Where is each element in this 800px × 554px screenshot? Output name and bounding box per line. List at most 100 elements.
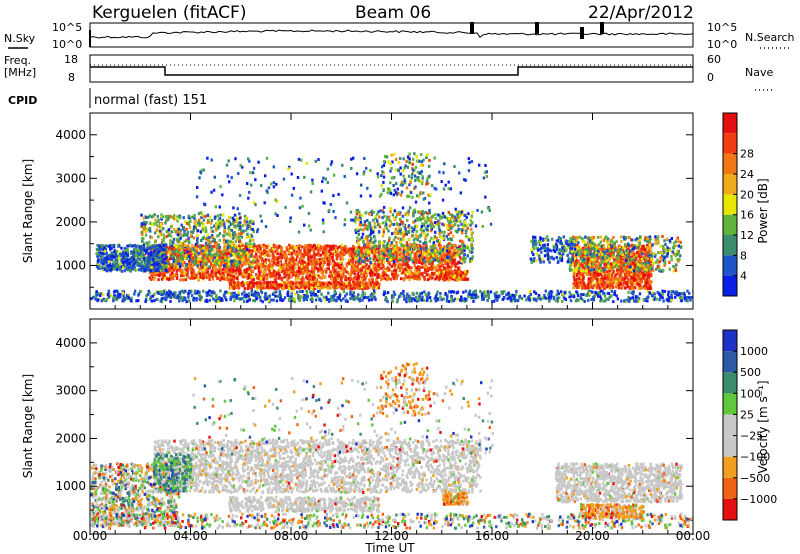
power-echo — [398, 264, 401, 268]
power-echo — [186, 270, 189, 274]
power-echo — [142, 225, 145, 229]
power-echo — [434, 230, 437, 234]
power-echo — [449, 231, 453, 235]
power-echo — [387, 239, 391, 243]
power-echo — [384, 277, 387, 281]
power-echo — [104, 244, 108, 248]
power-echo — [300, 277, 303, 281]
power-echo — [423, 224, 426, 228]
power-echo — [201, 266, 204, 270]
power-echo — [356, 265, 359, 269]
power-echo — [169, 253, 172, 257]
power-echo — [469, 223, 472, 227]
power-echo — [414, 268, 417, 272]
power-echo — [313, 287, 317, 291]
power-echo — [357, 276, 360, 280]
power-echo — [421, 229, 424, 233]
power-echo — [421, 214, 425, 218]
power-echo — [259, 245, 262, 249]
power-echo — [318, 257, 322, 261]
power-echo — [295, 270, 299, 274]
power-echo — [197, 278, 200, 282]
power-echo — [436, 251, 439, 255]
power-echo — [164, 253, 167, 257]
power-echo — [393, 262, 397, 266]
power-echo — [218, 238, 221, 242]
power-echo — [143, 220, 146, 224]
power-echo — [301, 272, 304, 276]
power-echo — [364, 286, 367, 290]
power-echo — [270, 274, 274, 278]
power-echo — [399, 248, 402, 252]
power-echo — [412, 211, 415, 215]
power-echo — [447, 224, 451, 228]
power-echo — [231, 252, 234, 256]
power-echo — [207, 252, 211, 256]
power-echo — [326, 286, 329, 290]
power-echo — [219, 275, 222, 278]
power-echo — [469, 250, 472, 254]
power-echo — [247, 244, 251, 248]
power-echo — [341, 255, 344, 259]
power-echo — [381, 241, 385, 245]
power-echo — [98, 244, 101, 248]
nave-tick-bottom: 0 — [707, 71, 714, 84]
power-echo — [194, 224, 197, 228]
power-echo — [311, 276, 315, 279]
power-echo — [401, 255, 405, 259]
power-echo — [155, 267, 158, 271]
power-echo — [391, 256, 394, 260]
power-echo — [140, 254, 143, 258]
power-echo — [285, 267, 288, 271]
power-echo — [386, 278, 389, 282]
noise-search-label: N.Search — [745, 31, 795, 44]
power-echo — [399, 266, 402, 270]
power-echo — [139, 246, 142, 250]
power-echo — [281, 286, 285, 290]
power-echo — [328, 255, 331, 259]
power-echo — [426, 248, 429, 252]
power-echo — [414, 276, 417, 280]
power-echo — [318, 249, 322, 252]
power-echo — [270, 267, 273, 271]
power-echo — [430, 250, 434, 254]
power-echo — [162, 233, 165, 237]
power-echo — [364, 226, 367, 230]
power-echo — [134, 268, 137, 272]
power-echo — [215, 253, 218, 257]
power-echo — [408, 278, 411, 282]
power-echo — [397, 266, 400, 270]
power-echo — [436, 257, 439, 261]
power-echo — [412, 227, 416, 231]
power-echo — [352, 266, 355, 270]
power-echo — [406, 275, 409, 279]
power-echo — [436, 264, 440, 268]
power-echo — [461, 213, 464, 217]
power-echo — [244, 223, 247, 227]
power-echo — [331, 252, 335, 256]
power-echo — [413, 219, 417, 223]
power-echo — [167, 215, 171, 219]
power-echo — [400, 243, 403, 247]
power-echo — [291, 264, 294, 268]
power-echo — [181, 242, 184, 246]
power-echo — [340, 287, 344, 291]
power-echo — [198, 267, 202, 271]
power-echo — [243, 252, 246, 256]
power-echo — [258, 255, 262, 259]
power-echo — [210, 263, 213, 267]
power-echo — [317, 249, 320, 253]
power-echo — [388, 236, 391, 240]
power-echo — [356, 261, 359, 265]
power-echo — [162, 236, 166, 240]
power-echo — [364, 252, 368, 256]
power-echo — [391, 272, 394, 276]
power-echo — [354, 228, 357, 232]
power-echo — [181, 258, 184, 262]
power-echo — [454, 215, 457, 219]
power-echo — [229, 235, 232, 239]
power-echo — [184, 264, 187, 267]
power-echo — [320, 276, 323, 280]
power-echo — [317, 267, 320, 271]
power-echo — [124, 249, 127, 253]
